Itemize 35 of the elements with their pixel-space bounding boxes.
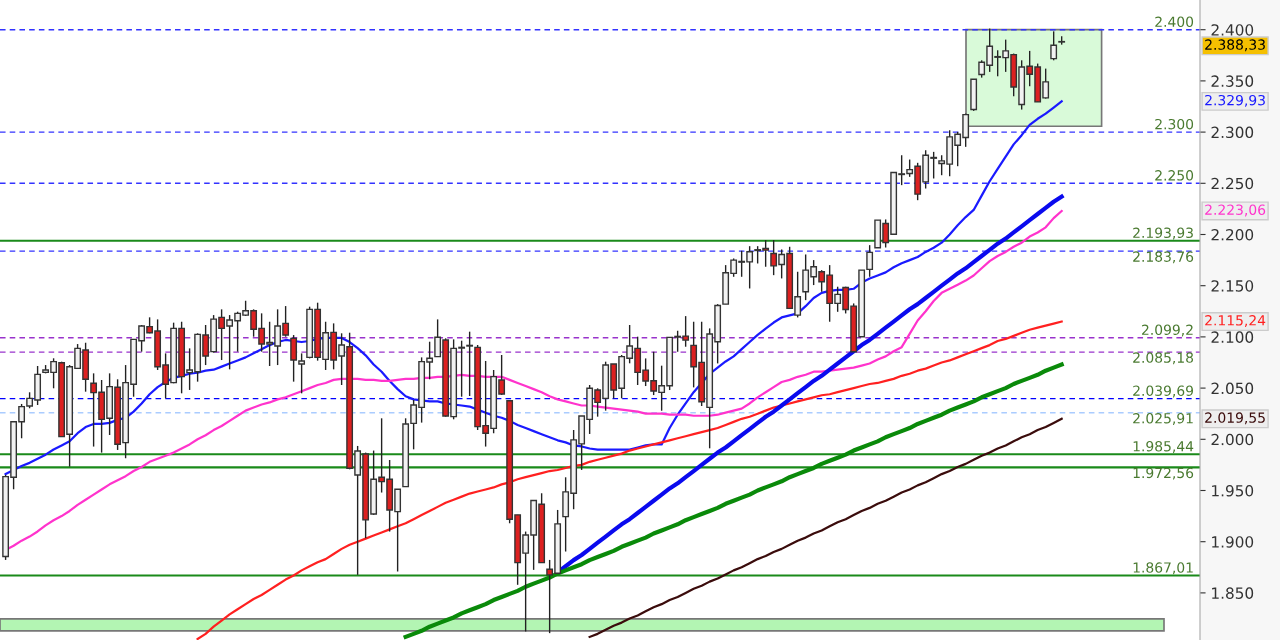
candlestick	[466, 330, 474, 397]
text: 2.115,24	[1205, 315, 1266, 327]
line-series	[196, 320, 1063, 640]
y-tick-label: 2.250	[1211, 177, 1254, 190]
y-tick-label: 2.100	[1211, 331, 1254, 343]
ref-line-label: 2.099,2	[1142, 324, 1193, 337]
line-series	[4, 100, 1063, 476]
ref-line-label: 1.985,44	[1133, 441, 1194, 453]
ref-line-label: 2.400	[1155, 16, 1194, 28]
ref-line-label: 1.972,56	[1133, 467, 1194, 480]
y-tick-label: 1.950	[1212, 484, 1254, 497]
ref-line-label: 2.250	[1155, 170, 1194, 181]
ref-line-label: 2.085,18	[1133, 352, 1194, 365]
text: 2.223,06	[1205, 204, 1266, 217]
y-tick-label: 2.050	[1211, 382, 1254, 395]
ref-line-label: 2.025,91	[1133, 413, 1193, 425]
y-tick-label: 2.000	[1211, 433, 1254, 446]
y-tick-label: 2.150	[1211, 280, 1254, 292]
line-series	[403, 362, 1064, 640]
text: 2.329,93	[1205, 94, 1265, 107]
ref-line-label: 2.183,76	[1133, 251, 1194, 264]
ref-line-label: 1.867,01	[1133, 562, 1193, 575]
y-tick-label: 2.200	[1211, 228, 1254, 241]
y-tick-label: 2.400	[1211, 24, 1254, 36]
y-tick-label: 2.300	[1211, 126, 1254, 139]
text: 2.019,55	[1205, 412, 1265, 425]
y-tick-label: 1.900	[1212, 536, 1254, 548]
ref-line-label: 2.300	[1155, 118, 1194, 130]
text: 2.388,33	[1205, 39, 1265, 52]
ref-line-label: 2.039,69	[1133, 385, 1194, 398]
y-tick-label: 1.850	[1212, 587, 1254, 599]
ref-line-label: 2.193,93	[1133, 227, 1193, 240]
line-series	[588, 417, 1063, 639]
candlestick	[1050, 30, 1058, 62]
y-tick-label: 2.350	[1211, 75, 1254, 87]
